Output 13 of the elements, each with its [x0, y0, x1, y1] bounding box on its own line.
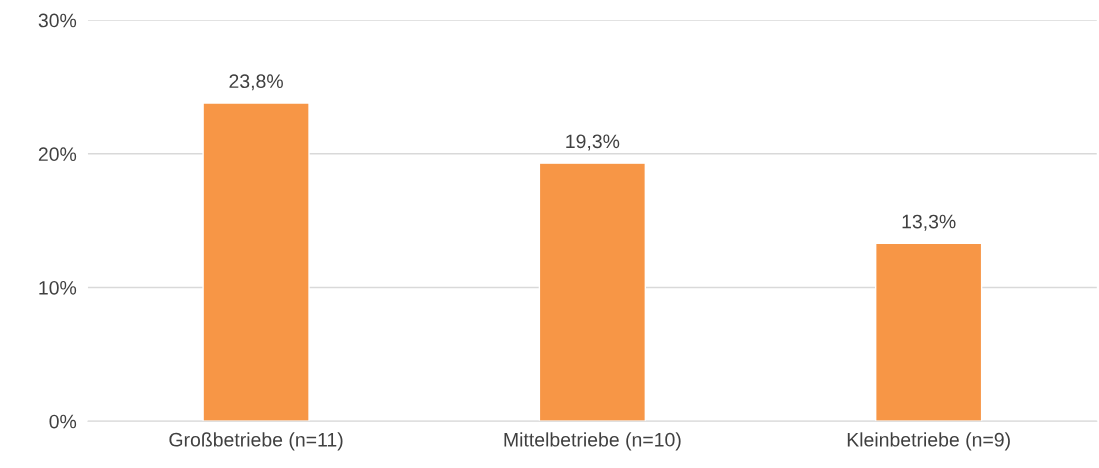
x-tick-label: Mittelbetriebe (n=10)	[504, 432, 681, 451]
data-label: 19,3%	[566, 134, 620, 151]
y-tick-label: 0%	[49, 414, 77, 429]
data-label: 13,3%	[902, 214, 956, 231]
bar	[538, 162, 647, 422]
data-label: 23,8%	[229, 74, 283, 91]
x-tick-label: Kleinbetriebe (n=9)	[847, 432, 1010, 451]
y-tick-label: 10%	[39, 280, 77, 295]
y-tick-label: 30%	[38, 13, 77, 28]
bar	[202, 102, 310, 422]
y-tick-label: 20%	[38, 147, 77, 162]
bar	[874, 242, 983, 422]
x-tick-label: Großbetriebe (n=11)	[169, 432, 343, 451]
